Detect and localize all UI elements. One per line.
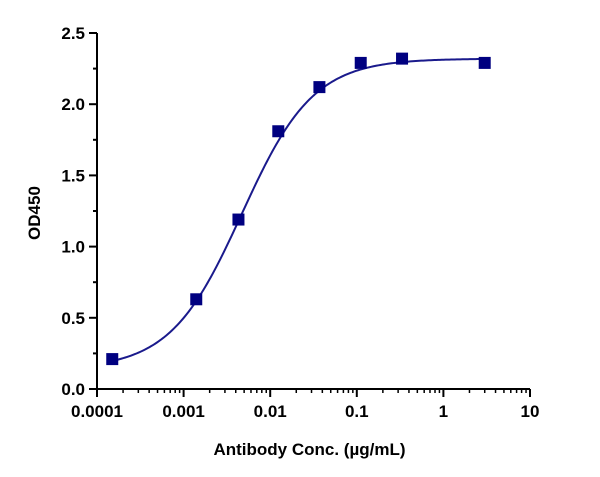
- data-point-marker: [190, 293, 203, 306]
- x-tick-label: 0.001: [162, 402, 205, 421]
- y-tick-label: 2.5: [61, 24, 85, 43]
- y-tick-label: 0.5: [61, 309, 85, 328]
- y-tick-label: 2.0: [61, 95, 85, 114]
- data-point-marker: [232, 213, 245, 226]
- y-axis-title: OD450: [25, 186, 44, 240]
- data-point-marker: [396, 52, 409, 65]
- axes: 0.0 0.5 1.0 1.5 2.0 2.5 0.0001 0.001 0.01 0.1 1 10: [61, 24, 539, 421]
- fit-curve-line: [112, 57, 485, 362]
- data-point-marker: [106, 353, 119, 366]
- x-tick-label: 0.01: [254, 402, 287, 421]
- x-tick-label: 0.1: [345, 402, 369, 421]
- x-tick-label: 1: [439, 402, 448, 421]
- y-tick-label: 1.0: [61, 238, 85, 257]
- y-tick-label: 1.5: [61, 166, 85, 185]
- x-axis-title: Antibody Conc. (µg/mL): [213, 440, 405, 459]
- x-tick-label: 10: [521, 402, 540, 421]
- data-point-marker: [272, 125, 285, 138]
- data-points-layer: [106, 52, 491, 366]
- y-tick-label: 0.0: [61, 380, 85, 399]
- data-point-marker: [354, 56, 367, 69]
- fit-curve-layer: [112, 57, 485, 362]
- data-point-marker: [313, 81, 326, 94]
- data-point-marker: [478, 56, 491, 69]
- x-tick-label: 0.0001: [71, 402, 123, 421]
